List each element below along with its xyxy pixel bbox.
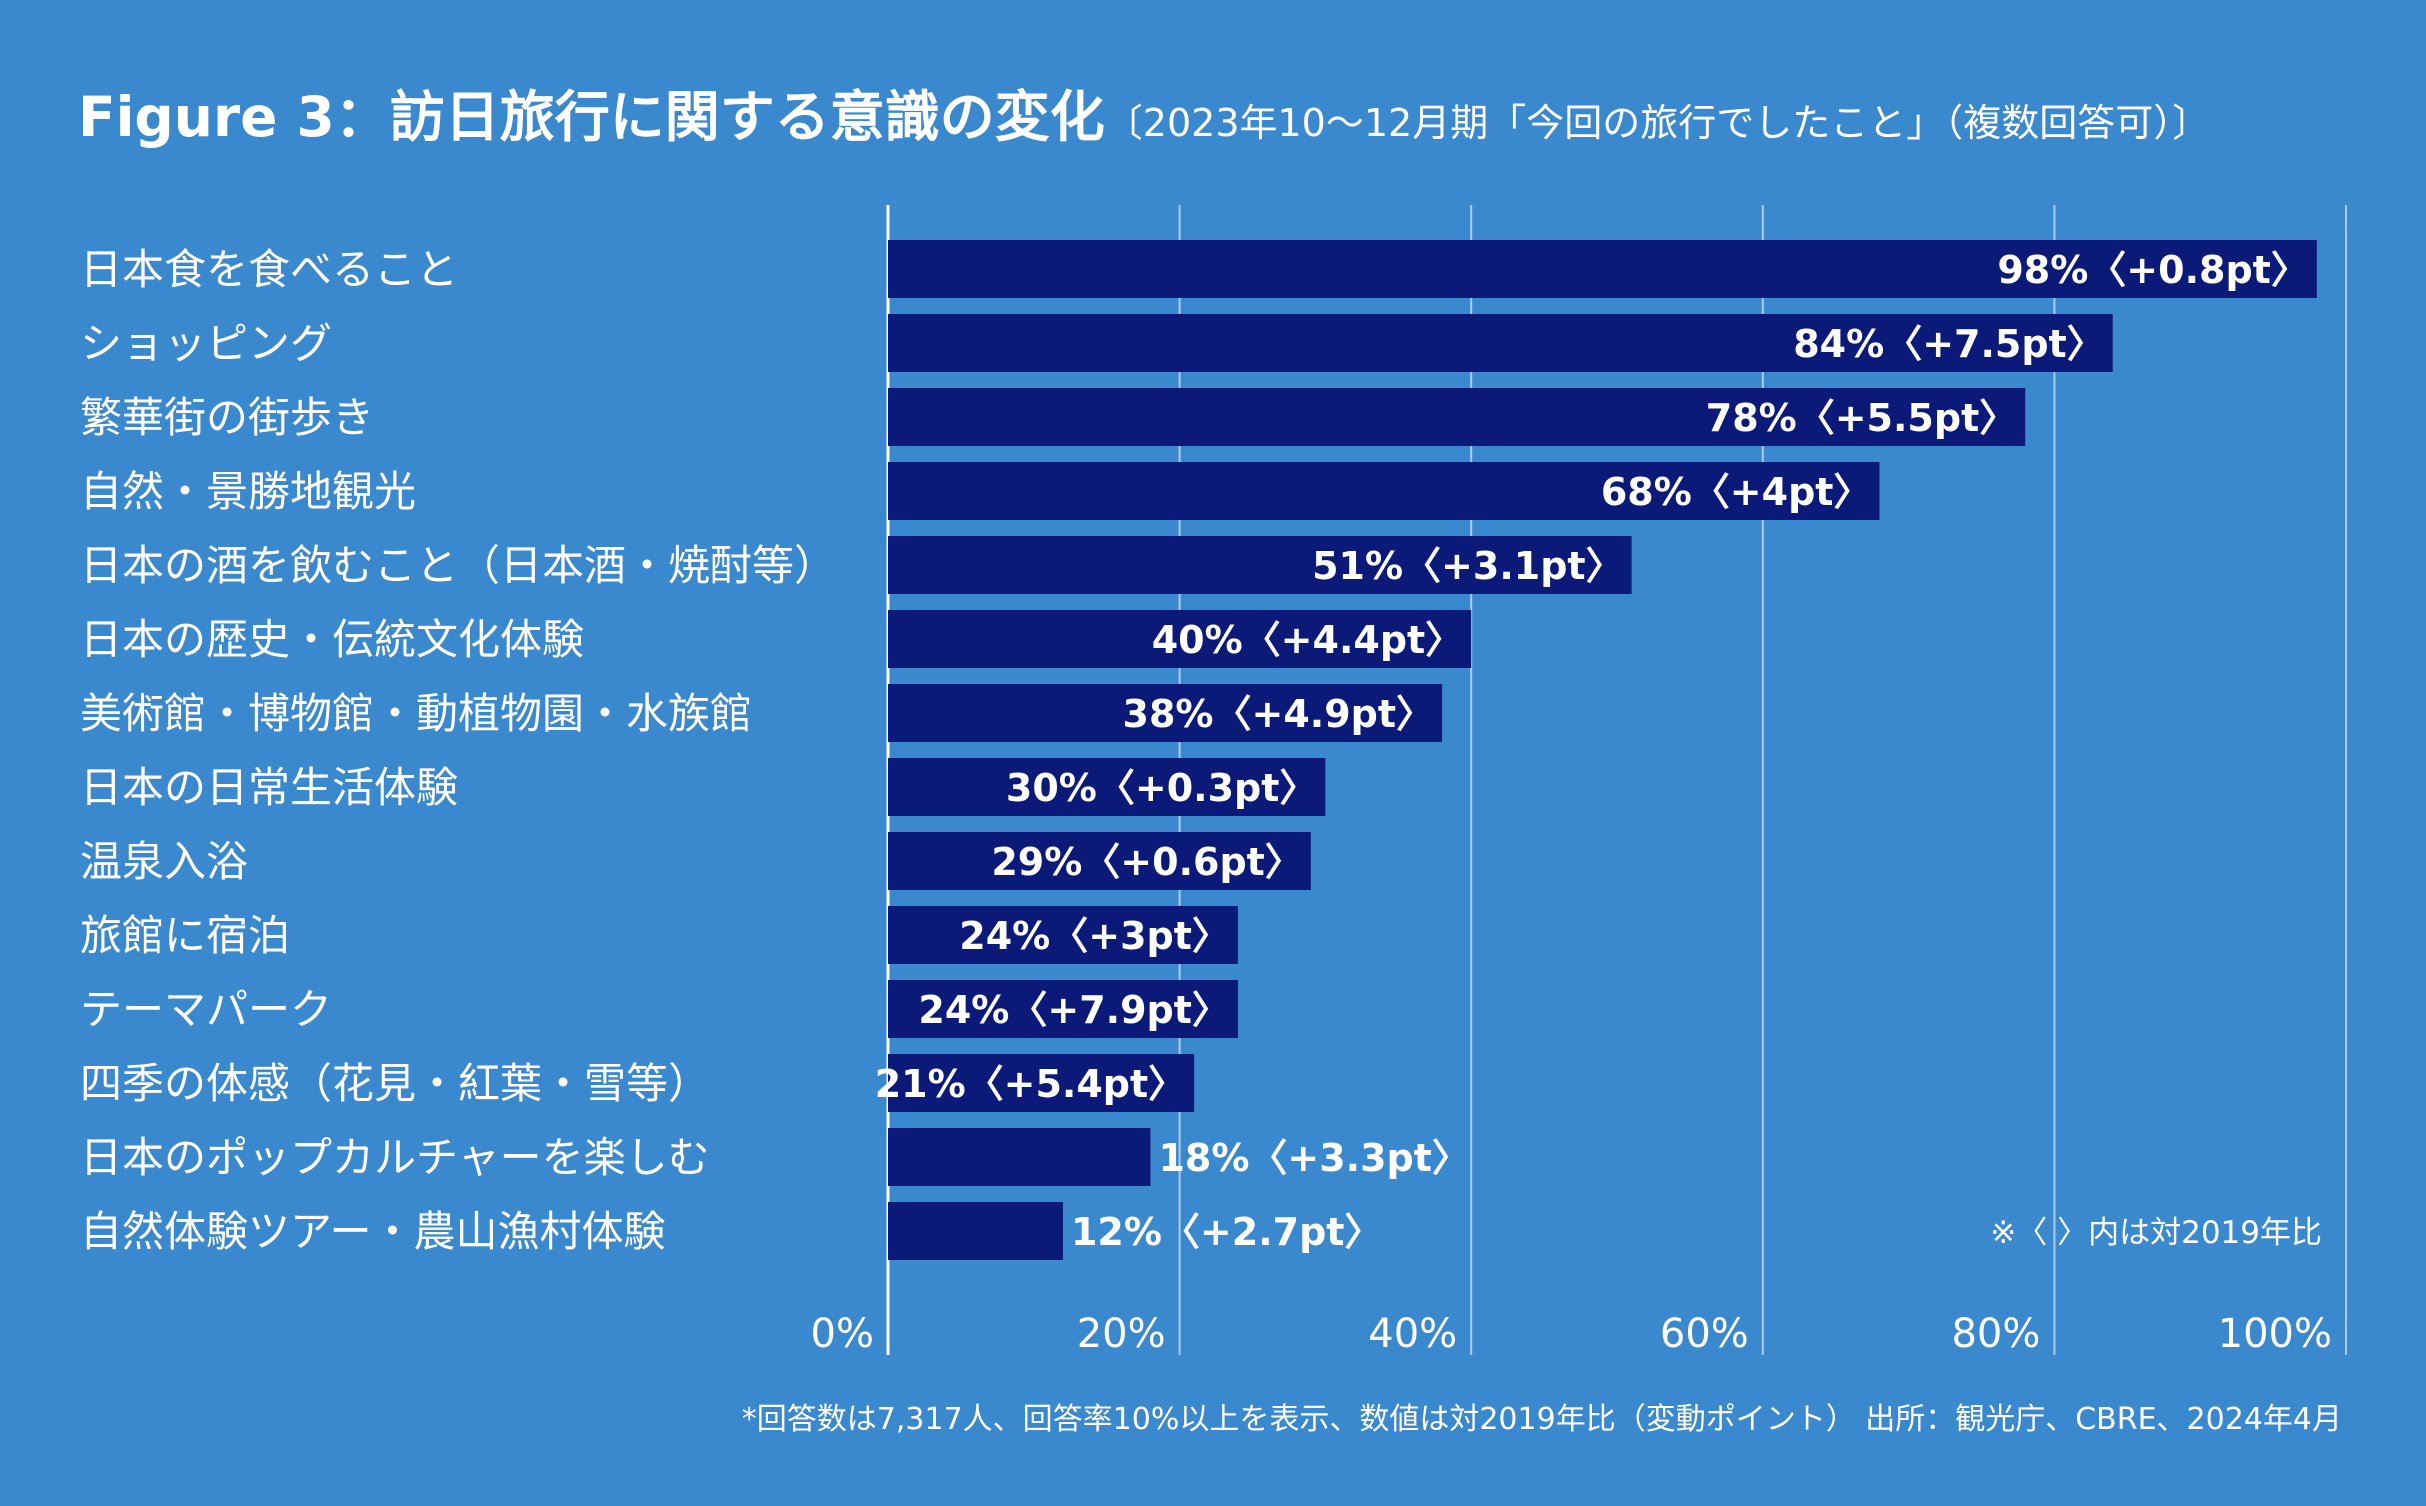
bar-9: [888, 832, 1311, 890]
data-label-10: 24%〈+3pt〉: [959, 914, 1230, 958]
bar-6: [888, 610, 1472, 668]
data-label-5: 51%〈+3.1pt〉: [1312, 544, 1623, 588]
data-label-7: 38%〈+4.9pt〉: [1123, 692, 1434, 736]
category-label-9: 温泉入浴: [80, 837, 248, 886]
chart-annotation: ※〈 〉内は対2019年比: [1990, 1215, 2322, 1251]
category-label-4: 自然・景勝地観光: [80, 467, 416, 516]
x-tick-label-40: 40%: [1368, 1311, 1457, 1357]
category-label-13: 日本のポップカルチャーを楽しむ: [80, 1133, 710, 1182]
bar-8: [888, 758, 1326, 816]
x-tick-label-0: 0%: [811, 1311, 874, 1357]
bar-4: [888, 462, 1880, 520]
bar-13: [888, 1128, 1151, 1186]
data-label-6: 40%〈+4.4pt〉: [1152, 618, 1463, 662]
bar-11: [888, 980, 1238, 1038]
data-label-14: 12%〈+2.7pt〉: [1071, 1210, 1382, 1254]
x-tick-label-80: 80%: [1951, 1311, 2040, 1357]
category-label-10: 旅館に宿泊: [80, 911, 290, 960]
x-tick-label-20: 20%: [1077, 1311, 1166, 1357]
chart-title-main: Figure 3：訪日旅行に関する意識の変化: [78, 85, 1105, 149]
data-label-12: 21%〈+5.4pt〉: [875, 1062, 1186, 1106]
bar-10: [888, 906, 1238, 964]
x-tick-label-60: 60%: [1660, 1311, 1749, 1357]
chart-title: Figure 3：訪日旅行に関する意識の変化〔2023年10〜12月期「今回の旅…: [78, 72, 2210, 152]
bar-14: [888, 1202, 1063, 1260]
chart-title-sub: 〔2023年10〜12月期「今回の旅行でしたこと」（複数回答可）〕: [1104, 101, 2211, 145]
bar-1: [888, 240, 2317, 298]
bar-12: [888, 1054, 1195, 1112]
category-label-3: 繁華街の街歩き: [80, 393, 374, 442]
bar-2: [888, 314, 2113, 372]
data-label-8: 30%〈+0.3pt〉: [1006, 766, 1317, 810]
bar-3: [888, 388, 2026, 446]
data-label-9: 29%〈+0.6pt〉: [991, 840, 1302, 884]
category-label-8: 日本の日常生活体験: [80, 763, 458, 812]
category-label-5: 日本の酒を飲むこと（日本酒・焼酎等）: [80, 541, 836, 590]
x-tick-label-100: 100%: [2218, 1311, 2332, 1357]
category-label-1: 日本食を食べること: [80, 245, 458, 294]
category-label-12: 四季の体感（花見・紅葉・雪等）: [80, 1059, 710, 1108]
footnote: *回答数は7,317人、回答率10%以上を表示、数値は対2019年比（変動ポイン…: [741, 1402, 2342, 1437]
data-label-1: 98%〈+0.8pt〉: [1997, 248, 2308, 292]
category-label-6: 日本の歴史・伝統文化体験: [80, 615, 584, 664]
data-label-4: 68%〈+4pt〉: [1601, 470, 1872, 514]
data-label-11: 24%〈+7.9pt〉: [918, 988, 1229, 1032]
data-label-3: 78%〈+5.5pt〉: [1706, 396, 2017, 440]
category-label-14: 自然体験ツアー・農山漁村体験: [80, 1207, 665, 1256]
bar-5: [888, 536, 1632, 594]
category-label-2: ショッピング: [80, 319, 332, 368]
category-label-7: 美術館・博物館・動植物園・水族館: [80, 689, 752, 738]
data-label-13: 18%〈+3.3pt〉: [1158, 1136, 1469, 1180]
bar-7: [888, 684, 1443, 742]
category-label-11: テーマパーク: [80, 985, 332, 1034]
data-label-2: 84%〈+7.5pt〉: [1793, 322, 2104, 366]
